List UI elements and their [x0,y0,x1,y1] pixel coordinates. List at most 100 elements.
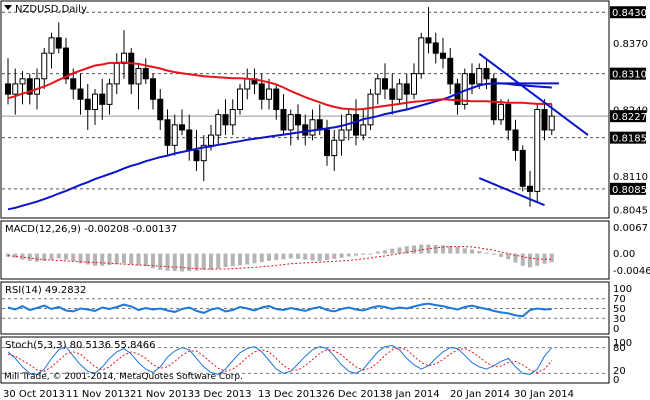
macd-histogram-bar [151,253,155,269]
macd-histogram-bar [252,253,257,264]
macd-layer [6,244,554,272]
candle-body [440,52,446,59]
candle-body [541,109,548,131]
date-axis: 30 Oct 2013 11 Nov 2013 21 Nov 2013 3 De… [3,389,574,400]
price-tick-label: 0.8110 [613,172,648,183]
macd-histogram-bar [64,253,68,260]
macd-histogram-bar [180,253,184,272]
macd-tick-label: 0.00 [613,249,635,260]
candle-body [403,83,410,95]
candle-body [389,88,396,100]
candle-body [171,124,178,146]
macd-histogram-bar [100,253,105,266]
candle-body [200,144,207,162]
date-tick-label: 20 Jan 2014 [450,389,510,400]
candle-body [287,114,294,131]
candle-body [382,78,388,90]
level-label: 0.8085 [612,185,647,196]
macd-histogram-bar [455,247,460,254]
price-tick-label: 0.8370 [613,39,648,50]
rsi-axis: 100 70 50 30 0 [613,284,632,335]
macd-histogram-bar [85,253,90,265]
candle-body [309,119,316,136]
candle-body [55,37,62,49]
rsi-tick-label: 30 [613,314,626,325]
macd-histogram-bar [172,253,177,272]
macd-histogram-bar [354,253,358,256]
date-tick-label: 8 Jan 2014 [386,389,440,400]
macd-histogram-bar [201,253,206,270]
candle-body [258,83,265,100]
candle-body [84,98,91,110]
candle-body [193,149,200,162]
candle-body [48,37,55,54]
rsi-layer [2,298,608,319]
trend-channel-line [478,52,589,136]
macd-histogram-bar [310,253,315,261]
price-axis: 0.8370 0.8240 0.8110 0.8045 0.8430 0.831… [610,6,648,216]
macd-signal-line [7,246,552,270]
candle-body [142,68,149,80]
candle-body [548,115,555,131]
fast-moving-average-line [7,61,552,111]
candle-body [34,78,40,95]
candle-body [338,129,345,141]
macd-histogram-bar [542,253,547,264]
macd-histogram-bar [122,253,126,264]
macd-histogram-bar [71,253,76,262]
level-label-bg [610,6,646,19]
candle-body [505,103,512,131]
candle-body [360,124,367,136]
candle-body [527,185,533,192]
stoch-tick-label: 100 [613,338,632,349]
macd-histogram-bar [93,253,97,266]
macd-histogram-bar [49,253,54,260]
macd-histogram-bar [477,251,482,254]
macd-histogram-bar [419,244,424,254]
candle-body [396,83,403,100]
macd-histogram-bar [375,251,380,254]
slow-moving-average-line [7,82,552,211]
candle-body [121,52,127,64]
level-label-bg [610,131,646,144]
candle-body [418,37,425,75]
current-price-bg [610,110,646,123]
candle-body [425,37,432,44]
candle-body [12,83,19,95]
candle-body [77,88,84,100]
stoch-main-line [7,344,553,375]
candle-body [150,78,156,100]
rsi-line [7,302,552,318]
macd-histogram-bar [513,253,518,263]
macd-tick-label: 0.0067 [613,223,648,234]
macd-histogram-bar [346,253,351,257]
macd-histogram-bar [223,253,228,267]
candle-body [5,83,11,95]
candle-body [374,78,381,95]
macd-histogram-bar [158,253,163,270]
candle-body [41,52,48,80]
macd-histogram-bar [390,248,395,254]
macd-histogram-bar [274,253,279,261]
candle-body [237,88,243,111]
stoch-axis: 100 80 20 0 [613,338,632,386]
macd-histogram-bar [325,253,329,261]
candle-body [70,78,77,90]
macd-histogram-bar [230,253,235,267]
candle-body [534,109,541,192]
macd-histogram-bar [470,249,474,254]
level-label-bg [610,67,646,80]
candle-body [476,68,483,85]
macd-histogram-bar [404,246,409,254]
macd-axis: 0.0067 0.00 -0.00465 [613,223,650,277]
candle-body [367,93,374,126]
macd-histogram-bar [27,253,32,261]
stoch-layer [2,344,608,375]
candle-body [280,109,287,131]
date-tick-label: 3 Dec 2013 [194,389,252,400]
macd-histogram-bar [288,253,293,259]
macd-histogram-bar [194,253,199,271]
price-title-group: NZDUSD,Daily [4,4,87,15]
candle-body [411,73,417,95]
